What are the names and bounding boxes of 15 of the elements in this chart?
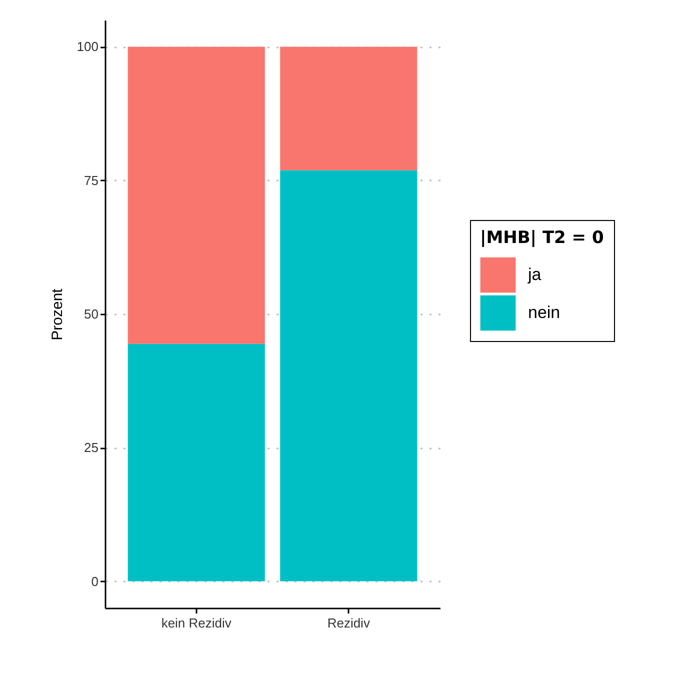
bar <box>128 344 265 582</box>
y-tick-label: 100 <box>76 39 98 54</box>
legend-label: ja <box>527 265 542 284</box>
legend-label: nein <box>528 303 560 322</box>
bar <box>280 46 418 170</box>
y-tick-label: 25 <box>84 440 98 456</box>
x-tick-label: Rezidiv <box>327 616 370 630</box>
y-tick-label: 0 <box>91 574 98 589</box>
y-axis-title: Prozent <box>48 288 66 340</box>
bar <box>280 170 418 582</box>
y-tick-label: 75 <box>84 172 98 188</box>
bar <box>128 46 265 344</box>
y-tick-label: 50 <box>84 306 98 322</box>
x-tick-label: kein Rezidiv <box>161 616 232 630</box>
legend-title: |MHB| T2 = 0 <box>480 228 604 248</box>
